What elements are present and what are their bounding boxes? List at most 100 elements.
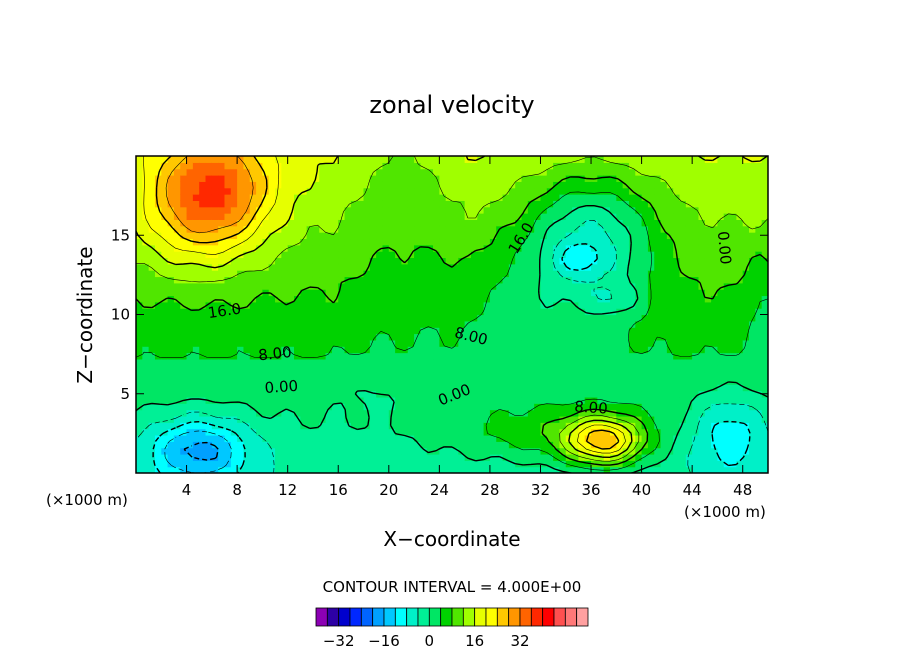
- field-cell: [148, 415, 156, 423]
- field-cell: [161, 301, 169, 309]
- field-cell: [559, 168, 567, 176]
- field-cell: [489, 371, 497, 379]
- field-cell: [401, 289, 409, 297]
- field-cell: [262, 162, 270, 170]
- field-cell: [730, 453, 737, 461]
- field-cell: [521, 396, 529, 404]
- field-cell: [186, 213, 194, 220]
- field-cell: [502, 251, 510, 259]
- field-cell: [502, 447, 510, 455]
- field-cell: [622, 295, 630, 303]
- field-cell: [294, 371, 301, 379]
- field-cell: [534, 270, 542, 278]
- field-cell: [420, 441, 428, 449]
- field-cell: [616, 371, 624, 379]
- field-cell: [275, 466, 282, 473]
- field-cell: [439, 314, 447, 322]
- field-cell: [502, 257, 510, 265]
- field-cell: [572, 314, 579, 322]
- field-cell: [565, 314, 573, 322]
- field-cell: [584, 232, 592, 240]
- field-cell: [211, 308, 219, 316]
- field-cell: [281, 377, 289, 385]
- field-cell: [192, 206, 200, 214]
- field-cell: [388, 295, 396, 303]
- field-cell: [414, 365, 421, 373]
- field-cell: [540, 308, 548, 316]
- field-cell: [540, 232, 548, 240]
- field-cell: [414, 339, 421, 347]
- field-cell: [534, 415, 542, 423]
- field-cell: [452, 282, 459, 290]
- field-cell: [211, 466, 219, 473]
- field-cell: [224, 390, 232, 398]
- field-cell: [736, 213, 744, 220]
- field-cell: [420, 181, 428, 189]
- field-cell: [742, 460, 750, 468]
- field-cell: [515, 181, 523, 189]
- field-cell: [376, 213, 384, 220]
- field-cell: [350, 244, 358, 252]
- field-cell: [666, 194, 674, 201]
- field-cell: [369, 162, 377, 170]
- field-cell: [515, 194, 523, 201]
- field-cell: [704, 409, 712, 417]
- field-cell: [717, 276, 725, 284]
- field-cell: [350, 295, 358, 303]
- field-cell: [496, 396, 504, 404]
- field-cell: [180, 333, 188, 341]
- field-cell: [578, 206, 586, 214]
- field-cell: [420, 453, 428, 461]
- field-cell: [205, 365, 213, 373]
- field-cell: [331, 225, 339, 233]
- field-cell: [376, 358, 384, 366]
- field-cell: [344, 384, 352, 392]
- field-cell: [237, 415, 245, 423]
- field-cell: [445, 181, 453, 189]
- field-cell: [154, 232, 162, 240]
- field-cell: [249, 263, 257, 271]
- field-cell: [534, 257, 542, 265]
- field-cell: [477, 447, 485, 455]
- field-cell: [350, 213, 358, 220]
- field-cell: [584, 187, 592, 195]
- field-cell: [433, 371, 440, 379]
- field-cell: [755, 358, 763, 366]
- field-cell: [635, 175, 643, 182]
- field-cell: [730, 409, 737, 417]
- field-cell: [755, 187, 763, 195]
- field-cell: [312, 257, 320, 265]
- field-cell: [660, 289, 668, 297]
- field-cell: [698, 206, 706, 214]
- field-cell: [458, 428, 466, 436]
- field-cell: [521, 371, 529, 379]
- field-cell: [300, 238, 308, 246]
- field-cell: [268, 308, 276, 316]
- field-cell: [628, 327, 636, 335]
- field-cell: [597, 168, 605, 176]
- field-cell: [338, 270, 346, 278]
- field-cell: [433, 460, 440, 468]
- field-cell: [414, 168, 421, 176]
- field-cell: [218, 434, 226, 442]
- field-cell: [331, 415, 339, 423]
- field-cell: [230, 187, 238, 195]
- field-cell: [679, 219, 687, 227]
- field-cell: [173, 270, 181, 278]
- field-cell: [275, 377, 282, 385]
- field-cell: [268, 453, 276, 461]
- field-cell: [527, 396, 535, 404]
- field-cell: [723, 466, 731, 473]
- field-cell: [237, 377, 245, 385]
- field-cell: [180, 200, 188, 208]
- field-cell: [635, 238, 643, 246]
- field-cell: [464, 314, 472, 322]
- field-cell: [452, 466, 459, 473]
- field-cell: [477, 384, 485, 392]
- field-cell: [572, 466, 579, 473]
- field-cell: [597, 428, 605, 436]
- field-cell: [755, 270, 763, 278]
- field-cell: [243, 453, 251, 461]
- field-cell: [660, 409, 668, 417]
- field-cell: [275, 415, 282, 423]
